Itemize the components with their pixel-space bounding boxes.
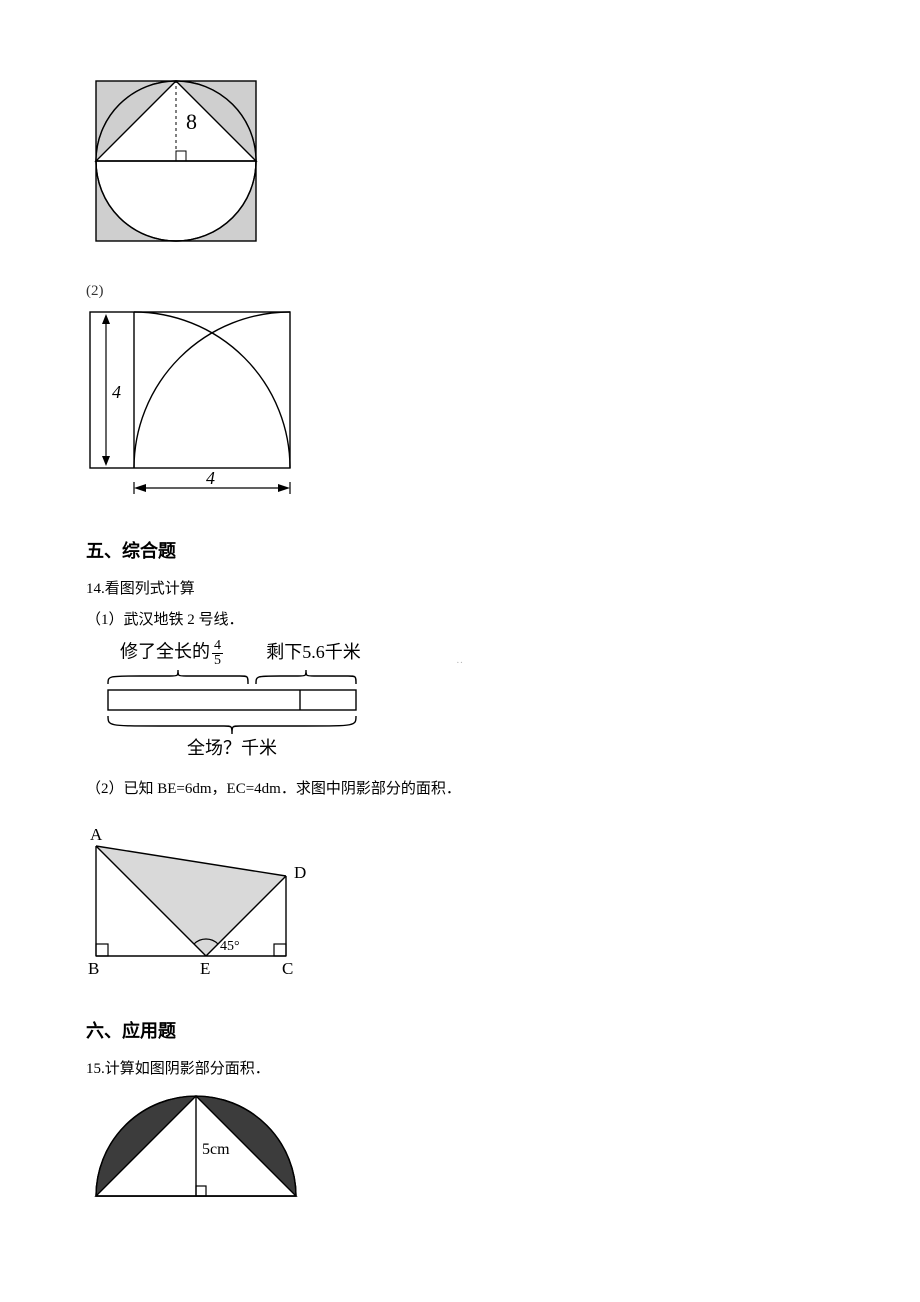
q15-stem: 15.计算如图阴影部分面积． <box>86 1057 834 1078</box>
brace-top-left <box>108 670 248 684</box>
tape-top-labels: 修了全长的45 剩下5.6千米 <box>100 639 834 668</box>
svg-fig-top: 8 <box>86 66 266 266</box>
dim-h-arrow-l <box>134 484 146 492</box>
label-c: C <box>282 959 293 978</box>
tape-bottom-text: 全场？千米 <box>187 738 277 758</box>
shaded-ade <box>96 846 286 956</box>
dim-h-arrow-r <box>278 484 290 492</box>
tape-frac-den: 5 <box>212 654 223 668</box>
tape-frac-num: 4 <box>212 639 223 654</box>
right-angle-c <box>274 944 286 956</box>
label-a: A <box>90 825 103 844</box>
subfig-2-label: (2) <box>86 283 834 300</box>
section5-heading: 五、综合题 <box>86 537 834 563</box>
svg-tape: 全场？千米 <box>100 670 370 760</box>
dim-v-label: 4 <box>112 382 121 402</box>
stray-mark: ·· <box>456 657 463 669</box>
label-e: E <box>200 959 210 978</box>
tape-fraction: 45 <box>212 639 223 668</box>
figure-tape: 修了全长的45 剩下5.6千米 全场？千米 <box>100 639 834 765</box>
page-root: 8 (2) 4 <box>0 0 920 1285</box>
arc-left <box>134 312 290 468</box>
label-d: D <box>294 863 306 882</box>
radius-label: 8 <box>186 109 197 134</box>
figure-semicircle-triangle: 5cm <box>86 1088 834 1213</box>
dim-v-arrow-top <box>102 314 110 324</box>
q14-stem: 14.看图列式计算 <box>86 577 834 598</box>
figure-triangle-abecd: 45° A B E C D <box>86 816 834 991</box>
q14-part1-label: （1）武汉地铁 2 号线． <box>86 608 834 629</box>
svg-abecd: 45° A B E C D <box>86 816 326 986</box>
angle-45-label: 45° <box>220 939 240 954</box>
figure-leaf: 4 4 <box>86 306 834 511</box>
section6-heading: 六、应用题 <box>86 1017 834 1043</box>
svg-fig-leaf: 4 4 <box>86 306 296 506</box>
tape-bar <box>108 690 356 710</box>
figure-circle-square-triangle: 8 <box>86 66 834 271</box>
right-angle-b <box>96 944 108 956</box>
arc-right <box>134 312 290 468</box>
label-b: B <box>88 959 99 978</box>
dim-h-label: 4 <box>206 468 215 488</box>
tape-left-prefix: 修了全长的 <box>120 642 210 662</box>
brace-bottom <box>108 716 356 734</box>
q14-part2-label: （2）已知 BE=6dm，EC=4dm．求图中阴影部分的面积． <box>86 777 834 798</box>
dim-v-arrow-bot <box>102 456 110 466</box>
radius-5cm-label: 5cm <box>202 1141 230 1158</box>
brace-top-right <box>256 670 356 684</box>
tape-right-text: 剩下5.6千米 <box>254 643 374 661</box>
svg-semi-tri: 5cm <box>86 1088 306 1208</box>
